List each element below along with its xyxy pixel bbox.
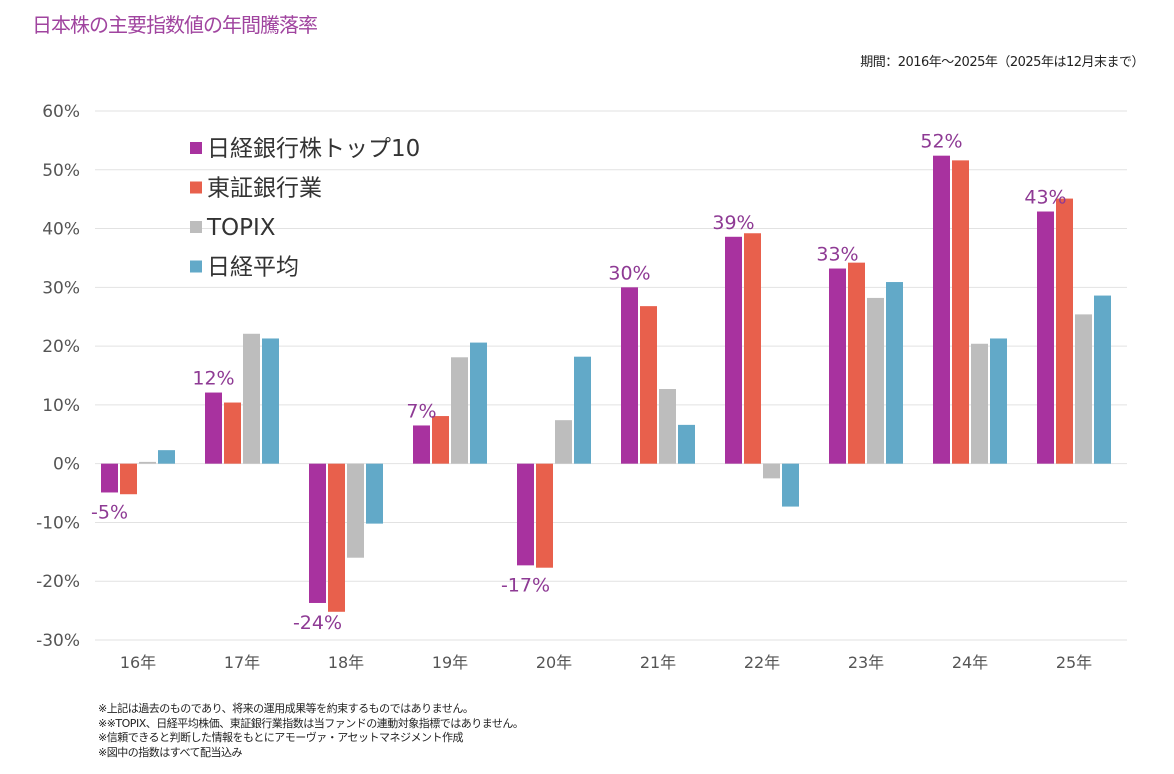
legend-label: 東証銀行業 — [207, 176, 322, 202]
legend-label: 日経銀行株トップ10 — [207, 136, 420, 162]
x-tick-label: 18年 — [328, 653, 364, 672]
period-label: 期間：2016年～2025年（2025年は12月末まで） — [860, 55, 1144, 70]
bar-日経銀行株トップ10-23年 — [829, 268, 846, 464]
footnote: ※上記は過去のものであり、将来の運用成果等を約束するものではありません。 — [98, 702, 474, 715]
bar-TOPIX-20年 — [555, 420, 572, 464]
bar-東証銀行業-19年 — [432, 416, 449, 464]
legend-swatch — [190, 221, 202, 233]
x-tick-label: 20年 — [536, 653, 572, 672]
bar-日経平均-23年 — [886, 282, 903, 464]
bar-東証銀行業-18年 — [328, 463, 345, 612]
data-label: 52% — [920, 131, 962, 153]
bar-日経平均-25年 — [1094, 295, 1111, 464]
legend-swatch — [190, 260, 202, 273]
x-tick-label: 21年 — [640, 653, 676, 672]
data-label: -5% — [91, 501, 128, 523]
bar-chart: -30%-20%-10%0%10%20%30%40%50%60% 16年 17年 1… — [36, 102, 1127, 672]
bar-日経平均-17年 — [262, 338, 279, 464]
bar-日経銀行株トップ10-16年 — [101, 463, 118, 493]
bar-東証銀行業-16年 — [120, 463, 137, 495]
bar-TOPIX-18年 — [347, 463, 364, 558]
legend-swatch — [190, 142, 202, 154]
bar-TOPIX-16年 — [139, 461, 156, 464]
y-tick-label: 20% — [42, 337, 80, 357]
legend-swatch — [190, 181, 202, 194]
y-tick-label: 10% — [42, 396, 80, 416]
bar-TOPIX-19年 — [451, 357, 468, 464]
y-tick-label: -10% — [36, 513, 80, 533]
bar-東証銀行業-21年 — [640, 306, 657, 464]
bar-日経銀行株トップ10-24年 — [933, 155, 950, 464]
chart-title: 日本株の主要指数値の年間騰落率 — [32, 13, 318, 37]
bar-日経平均-19年 — [470, 342, 487, 464]
y-tick-label: -20% — [36, 572, 80, 592]
x-tick-label: 25年 — [1056, 653, 1092, 672]
bar-日経銀行株トップ10-25年 — [1037, 211, 1054, 464]
data-label: 12% — [192, 368, 234, 390]
bar-日経平均-20年 — [574, 356, 591, 464]
bar-日経銀行株トップ10-19年 — [413, 425, 430, 464]
bar-TOPIX-24年 — [971, 343, 988, 464]
bar-東証銀行業-24年 — [952, 160, 969, 464]
y-tick-label: -30% — [36, 631, 80, 651]
bar-日経銀行株トップ10-17年 — [205, 392, 222, 464]
bar-TOPIX-22年 — [763, 463, 780, 479]
y-tick-label: 30% — [42, 278, 80, 298]
bar-日経銀行株トップ10-18年 — [309, 463, 326, 603]
y-axis: -30% -20% -10% 0% 10% 20% 30% 40% 50% 60% — [36, 102, 80, 651]
bar-TOPIX-25年 — [1075, 314, 1092, 464]
x-axis: 16年 17年 18年 19年 20年 21年 22年 23年 24年 25年 — [120, 653, 1092, 672]
bar-日経平均-22年 — [782, 463, 799, 507]
legend-label: 日経平均 — [207, 255, 299, 281]
bar-東証銀行業-20年 — [536, 463, 553, 568]
bars — [101, 155, 1111, 612]
bar-東証銀行業-17年 — [224, 402, 241, 464]
x-tick-label: 24年 — [952, 653, 988, 672]
y-tick-label: 40% — [42, 220, 80, 240]
legend-label: TOPIX — [206, 215, 276, 241]
data-label: 39% — [712, 212, 754, 234]
legend: 日経銀行株トップ10 東証銀行業 TOPIX 日経平均 — [190, 136, 420, 281]
x-tick-label: 16年 — [120, 653, 156, 672]
data-label: 33% — [816, 244, 858, 266]
data-label: -24% — [293, 612, 342, 634]
footnotes: ※上記は過去のものであり、将来の運用成果等を約束するものではありません。 ※※T… — [98, 702, 524, 760]
bar-日経平均-21年 — [678, 424, 695, 464]
bar-東証銀行業-23年 — [848, 262, 865, 464]
x-tick-label: 22年 — [744, 653, 780, 672]
data-label: 30% — [608, 262, 650, 284]
y-tick-label: 0% — [53, 455, 80, 475]
data-labels: -5% 12% -24% 7% -17% 30% 39% 33% 52% 43% — [91, 131, 1067, 634]
footnote: ※信頼できると判断した情報をもとにアモーヴァ・アセットマネジメント作成 — [98, 731, 464, 744]
bar-東証銀行業-25年 — [1056, 198, 1073, 464]
bar-TOPIX-23年 — [867, 297, 884, 464]
x-tick-label: 23年 — [848, 653, 884, 672]
bar-日経銀行株トップ10-21年 — [621, 287, 638, 464]
footnote: ※※TOPIX、日経平均株価、東証銀行業指数は当ファンドの連動対象指標ではありま… — [98, 716, 524, 730]
bar-日経平均-18年 — [366, 463, 383, 524]
bar-日経銀行株トップ10-20年 — [517, 463, 534, 566]
y-tick-label: 50% — [42, 161, 80, 181]
footnote: ※図中の指数はすべて配当込み — [98, 745, 243, 759]
data-label: -17% — [501, 574, 550, 596]
bar-日経銀行株トップ10-22年 — [725, 236, 742, 464]
bar-日経平均-24年 — [990, 338, 1007, 464]
y-tick-label: 60% — [42, 102, 80, 122]
bar-日経平均-16年 — [158, 450, 175, 464]
bar-TOPIX-21年 — [659, 389, 676, 464]
x-tick-label: 19年 — [432, 653, 468, 672]
bar-東証銀行業-22年 — [744, 233, 761, 464]
x-tick-label: 17年 — [224, 653, 260, 672]
data-label: 7% — [406, 400, 436, 422]
data-label: 43% — [1024, 187, 1066, 209]
bar-TOPIX-17年 — [243, 333, 260, 464]
